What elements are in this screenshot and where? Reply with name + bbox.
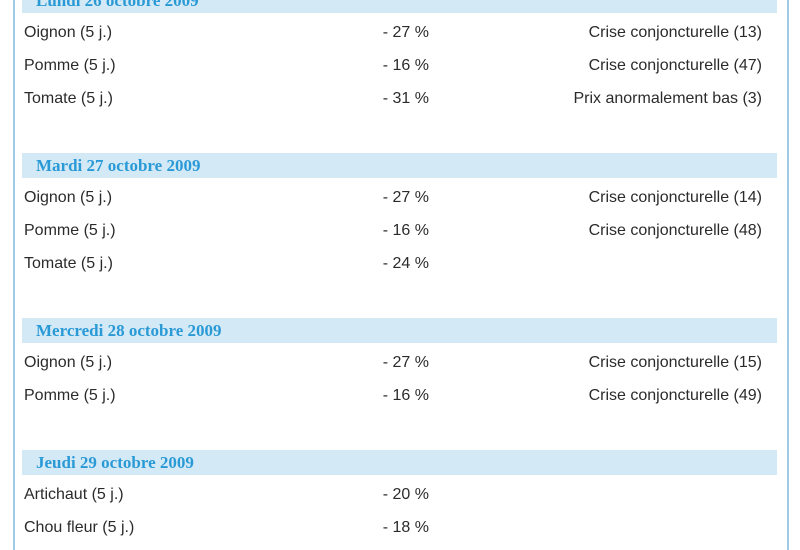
price-change: - 27 %: [382, 354, 429, 371]
product: Oignon (5 j.): [24, 189, 113, 206]
price-change: - 16 %: [382, 57, 429, 74]
note: Crise conjoncturelle (14): [588, 189, 762, 206]
product: Tomate (5 j.): [24, 90, 113, 107]
section-title: Lundi 26 octobre 2009: [36, 0, 199, 10]
section-header: Lundi 26 octobre 2009: [22, 0, 777, 13]
product: Artichaut (5 j.): [24, 486, 124, 503]
section-header: Jeudi 29 octobre 2009: [22, 450, 777, 475]
note: Crise conjoncturelle (13): [588, 24, 762, 41]
note: Crise conjoncturelle (15): [588, 354, 762, 371]
product: Tomate (5 j.): [24, 255, 113, 272]
section-header: Mardi 27 octobre 2009: [22, 153, 777, 178]
product: Pomme (5 j.): [24, 222, 116, 239]
table-frame: [13, 0, 789, 550]
product: Oignon (5 j.): [24, 354, 113, 371]
section-header: Mercredi 28 octobre 2009: [22, 318, 777, 343]
product: Oignon (5 j.): [24, 24, 113, 41]
price-change: - 27 %: [382, 24, 429, 41]
note: Crise conjoncturelle (47): [588, 57, 762, 74]
price-change: - 18 %: [382, 519, 429, 536]
section-title: Jeudi 29 octobre 2009: [36, 453, 194, 472]
price-change: - 16 %: [382, 222, 429, 239]
product: Pomme (5 j.): [24, 387, 116, 404]
section-title: Mardi 27 octobre 2009: [36, 156, 201, 175]
product: Chou fleur (5 j.): [24, 519, 135, 536]
price-change: - 20 %: [382, 486, 429, 503]
section-title: Mercredi 28 octobre 2009: [36, 321, 222, 340]
note: Prix anormalement bas (3): [573, 90, 762, 107]
product: Pomme (5 j.): [24, 57, 116, 74]
note: Crise conjoncturelle (49): [588, 387, 762, 404]
note: Crise conjoncturelle (48): [588, 222, 762, 239]
price-change: - 31 %: [382, 90, 429, 107]
price-change: - 27 %: [382, 189, 429, 206]
price-change: - 24 %: [382, 255, 429, 272]
price-change: - 16 %: [382, 387, 429, 404]
